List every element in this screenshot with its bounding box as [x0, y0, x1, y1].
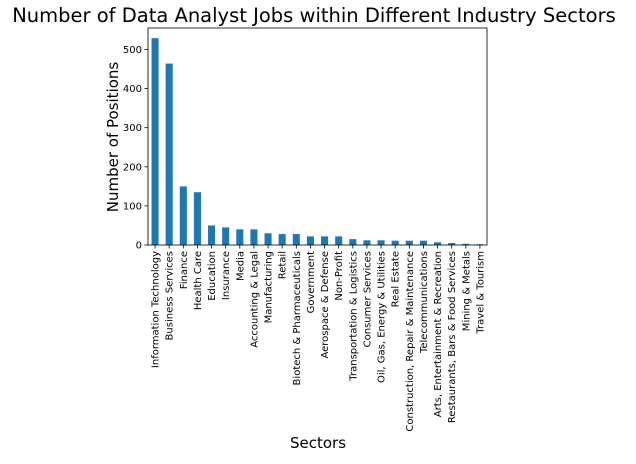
x-tick-label: Consumer Services [362, 251, 373, 347]
x-tick-label: Restaurants, Bars & Food Services [447, 251, 458, 423]
x-tick-label: Health Care [193, 251, 204, 310]
bar [434, 242, 442, 245]
x-tick-label: Telecommunications [419, 251, 430, 354]
y-tick-label: 100 [123, 201, 142, 212]
bar [363, 240, 371, 245]
x-tick-label: Travel & Tourism [475, 251, 486, 335]
x-tick-label: Aerospace & Defense [320, 251, 331, 359]
bar [165, 63, 173, 245]
y-tick-label: 0 [136, 241, 142, 252]
x-tick-label: Government [306, 251, 317, 313]
bar [151, 38, 159, 245]
x-tick-label: Information Technology [151, 251, 162, 368]
x-tick-label: Insurance [221, 251, 232, 300]
y-axis-label: Number of Positions [104, 62, 122, 213]
bar [208, 225, 216, 245]
bar [222, 227, 230, 245]
bar [264, 233, 272, 245]
x-tick-label: Transportation & Logistics [348, 251, 359, 382]
bar [321, 236, 329, 245]
x-tick-label: Biotech & Pharmaceuticals [292, 251, 303, 385]
y-tick-label: 300 [123, 123, 142, 134]
x-tick-label: Non-Profit [334, 251, 345, 301]
y-tick-label: 200 [123, 162, 142, 173]
bar [448, 243, 456, 245]
x-tick-label: Education [207, 251, 218, 301]
bar [193, 192, 201, 245]
x-axis-label: Sectors [290, 434, 346, 452]
bar [179, 186, 187, 245]
x-tick-label: Construction, Repair & Maintenance [405, 251, 416, 432]
x-tick-label: Retail [278, 251, 289, 279]
bar [377, 240, 385, 245]
x-tick-label: Accounting & Legal [249, 251, 260, 348]
bar [419, 240, 427, 245]
bar [462, 243, 470, 245]
x-tick-label: Finance [179, 251, 190, 289]
x-tick-label: Mining & Metals [461, 251, 472, 331]
x-tick-label: Media [235, 251, 246, 281]
bar [292, 234, 300, 245]
plot-area-frame [147, 27, 488, 246]
x-tick-label: Manufacturing [264, 251, 275, 323]
bar [405, 240, 413, 245]
y-tick-label: 500 [123, 45, 142, 56]
bar [236, 229, 244, 245]
x-tick-label: Arts, Entertainment & Recreation [433, 251, 444, 417]
x-tick-label: Real Estate [391, 251, 402, 307]
chart-title: Number of Data Analyst Jobs within Diffe… [12, 4, 616, 27]
x-tick-label: Business Services [165, 251, 176, 340]
bar [391, 240, 399, 245]
bar [349, 239, 357, 245]
x-axis-ticks: Information Technology Business Services F… [151, 245, 486, 432]
bar [306, 236, 314, 245]
bars-group [151, 38, 484, 245]
bar [335, 236, 343, 245]
bar [278, 234, 286, 245]
y-tick-label: 400 [123, 84, 142, 95]
bar [250, 229, 258, 245]
x-tick-label: Oil, Gas, Energy & Utilities [377, 251, 388, 383]
y-axis-ticks: 0 100 200 300 400 500 [123, 45, 148, 252]
